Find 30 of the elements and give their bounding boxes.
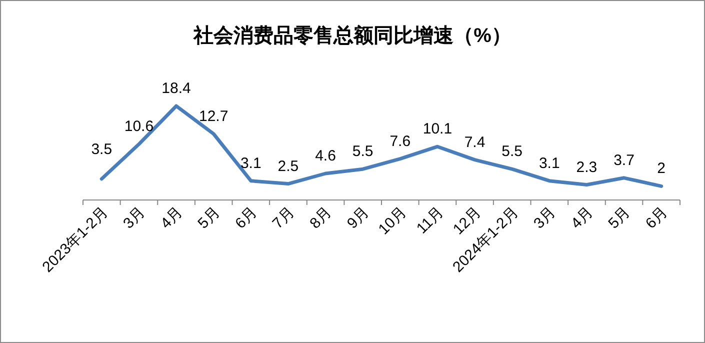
x-tick-label: 4月 xyxy=(568,204,596,232)
data-label: 3.5 xyxy=(91,140,112,158)
data-label: 2.5 xyxy=(278,158,299,175)
data-label: 10.6 xyxy=(124,118,154,136)
x-tick-label: 7月 xyxy=(269,204,298,232)
x-tick-label: 6月 xyxy=(232,204,261,232)
x-tick-label: 10月 xyxy=(375,204,410,238)
data-label: 3.1 xyxy=(538,154,560,172)
data-label: 4.6 xyxy=(315,148,336,164)
data-label: 10.1 xyxy=(422,120,452,138)
x-tick-label: 5月 xyxy=(194,204,224,232)
x-tick-label: 3月 xyxy=(530,204,560,232)
data-label: 3.7 xyxy=(614,152,634,169)
data-label: 12.7 xyxy=(198,108,228,125)
x-tick-label: 5月 xyxy=(605,204,634,232)
data-label: 3.1 xyxy=(240,154,262,172)
x-tick-label: 8月 xyxy=(306,204,336,232)
data-label: 18.4 xyxy=(162,80,191,97)
chart-title: 社会消费品零售总额同比增速（%） xyxy=(192,24,512,47)
data-label: 2 xyxy=(657,160,666,178)
x-tick-label: 3月 xyxy=(120,204,149,232)
x-tick-label: 9月 xyxy=(344,204,372,232)
data-label: 7.6 xyxy=(390,132,411,150)
x-tick-label: 6月 xyxy=(642,204,671,232)
data-label: 7.4 xyxy=(464,134,486,151)
data-label: 5.5 xyxy=(352,143,374,160)
data-label: 5.5 xyxy=(502,143,523,160)
x-tick-label: 4月 xyxy=(157,204,186,232)
x-tick-label: 11月 xyxy=(413,204,448,238)
data-label: 2.3 xyxy=(576,158,598,176)
